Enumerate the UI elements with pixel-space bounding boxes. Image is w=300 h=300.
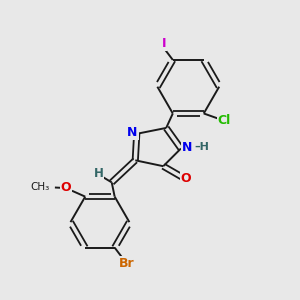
Text: O: O — [61, 181, 71, 194]
Text: Cl: Cl — [218, 114, 231, 127]
Text: N: N — [127, 126, 137, 139]
Text: I: I — [162, 37, 166, 50]
Text: CH₃: CH₃ — [31, 182, 50, 192]
Text: H: H — [94, 167, 103, 180]
Text: –H: –H — [194, 142, 209, 152]
Text: O: O — [181, 172, 191, 185]
Text: N: N — [182, 141, 193, 154]
Text: Br: Br — [118, 257, 134, 270]
